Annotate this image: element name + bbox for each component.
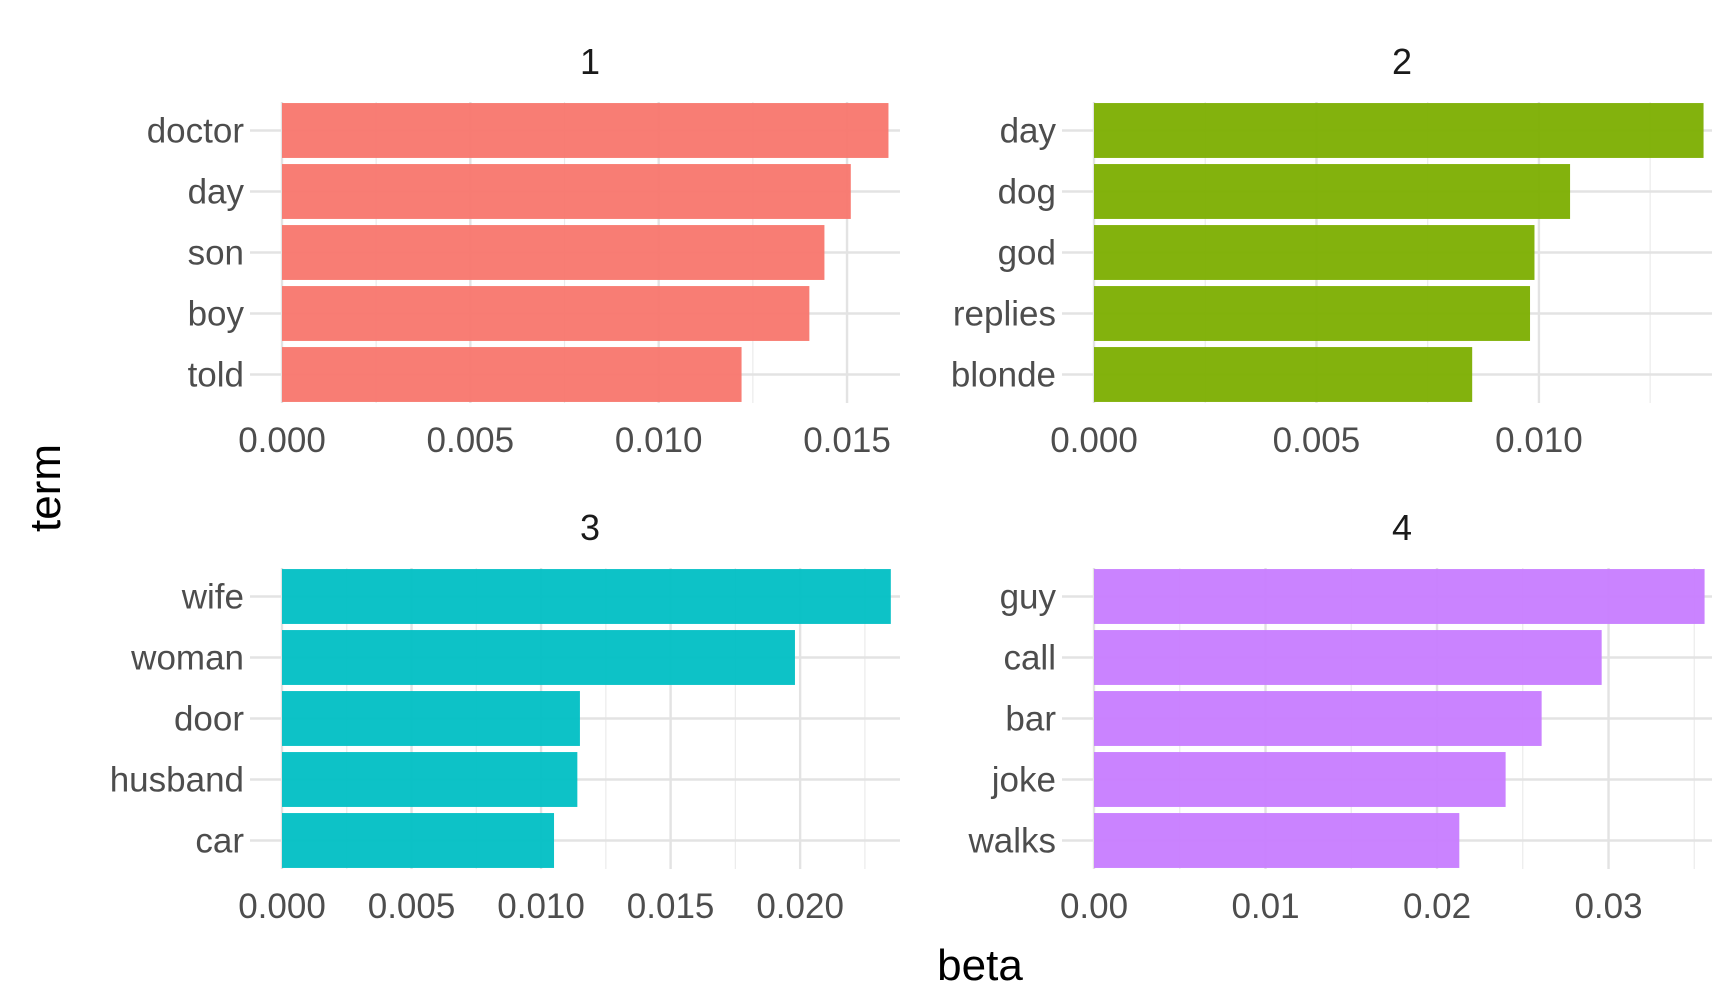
y-tick-label: god	[998, 234, 1056, 273]
bar	[1094, 164, 1571, 219]
y-tick-label: dog	[998, 173, 1056, 212]
y-tick-label: replies	[953, 295, 1056, 334]
y-tick-label: door	[174, 700, 244, 739]
y-tick-label: boy	[188, 295, 245, 334]
bar	[1094, 103, 1704, 158]
x-tick-label: 0.000	[238, 887, 326, 926]
bar	[1094, 813, 1460, 868]
x-tick-label: 0.000	[238, 421, 326, 460]
bar	[1094, 347, 1473, 402]
bar	[1094, 691, 1542, 746]
y-tick-label: day	[1000, 112, 1057, 151]
bar	[1094, 630, 1602, 685]
x-tick-label: 0.005	[427, 421, 515, 460]
y-tick-label: guy	[1000, 578, 1057, 617]
bar	[282, 569, 891, 624]
bar	[1094, 286, 1531, 341]
y-tick-label: call	[1003, 639, 1056, 678]
y-tick-label: woman	[130, 639, 244, 678]
y-tick-label: walks	[967, 822, 1056, 861]
facet-panel-2: day dog god replies blonde 0.000 0.005 0.010 2	[951, 41, 1712, 460]
y-tick-label: bar	[1005, 700, 1056, 739]
y-axis-title: term	[21, 444, 70, 532]
facet-strip-label: 1	[580, 41, 600, 82]
facet-strip-label: 2	[1392, 41, 1412, 82]
y-tick-label: car	[195, 822, 244, 861]
bar	[282, 347, 742, 402]
x-tick-label: 0.00	[1060, 887, 1128, 926]
facet-panel-3: wife woman door husband car 0.000 0.005 0.010 0.…	[110, 507, 900, 926]
bar	[282, 225, 825, 280]
y-tick-label: told	[188, 356, 244, 395]
bar	[282, 630, 795, 685]
y-tick-label: doctor	[147, 112, 245, 151]
bar	[282, 103, 889, 158]
y-tick-label: wife	[181, 578, 244, 617]
x-tick-label: 0.015	[627, 887, 715, 926]
x-tick-label: 0.03	[1574, 887, 1642, 926]
y-tick-label: son	[188, 234, 244, 273]
x-tick-label: 0.000	[1050, 421, 1138, 460]
x-tick-label: 0.005	[1273, 421, 1361, 460]
bar	[282, 752, 578, 807]
bar	[1094, 569, 1705, 624]
x-tick-label: 0.010	[1495, 421, 1583, 460]
bar	[282, 286, 810, 341]
facet-strip-label: 3	[580, 507, 600, 548]
y-tick-label: joke	[991, 761, 1056, 800]
x-tick-label: 0.01	[1231, 887, 1299, 926]
bar	[1094, 225, 1535, 280]
x-tick-label: 0.010	[497, 887, 585, 926]
y-tick-label: day	[188, 173, 245, 212]
facet-panel-1: doctor day son boy told 0.000 0.005 0.010 0.015 1	[147, 41, 900, 460]
x-tick-label: 0.020	[756, 887, 844, 926]
x-tick-label: 0.015	[803, 421, 891, 460]
x-tick-label: 0.010	[615, 421, 703, 460]
facet-strip-label: 4	[1392, 507, 1412, 548]
bar	[282, 691, 580, 746]
x-axis-title: beta	[937, 941, 1023, 990]
x-tick-label: 0.005	[368, 887, 456, 926]
y-tick-label: husband	[110, 761, 244, 800]
y-tick-label: blonde	[951, 356, 1056, 395]
x-tick-label: 0.02	[1403, 887, 1471, 926]
bar	[1094, 752, 1506, 807]
facet-panels: doctor day son boy told 0.000 0.005 0.010 0.015 1…	[110, 41, 1712, 926]
bar	[282, 813, 555, 868]
bar	[282, 164, 851, 219]
